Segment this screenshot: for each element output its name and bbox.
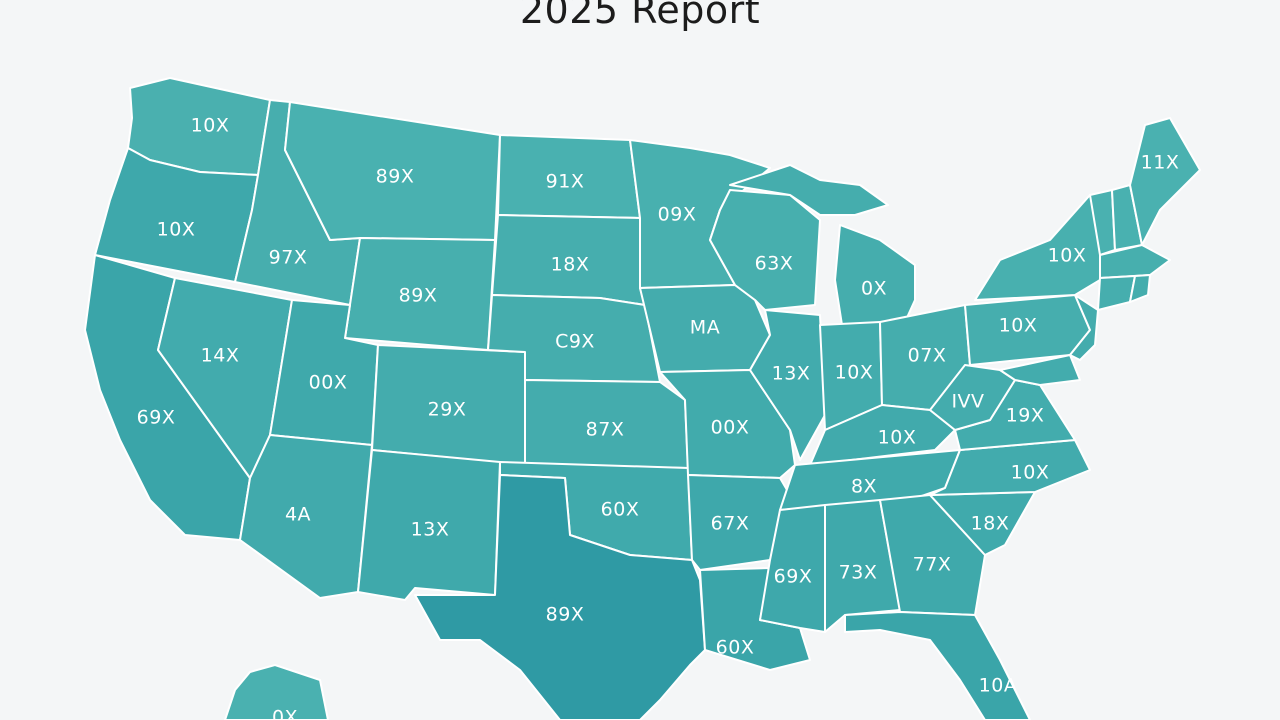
label-georgia: 77X	[913, 554, 952, 576]
label-idaho: 97X	[269, 247, 308, 269]
label-arkansas: 67X	[711, 513, 750, 535]
label-virginia: 19X	[1006, 405, 1045, 427]
label-utah: 00X	[309, 372, 348, 394]
label-north-carolina: 10X	[1011, 462, 1050, 484]
label-wyoming: 89X	[399, 285, 438, 307]
label-tennessee: 8X	[851, 476, 877, 498]
label-florida: 10A	[979, 675, 1018, 697]
label-missouri: 00X	[711, 417, 750, 439]
state-georgia[interactable]	[879, 494, 986, 616]
state-wisconsin[interactable]	[709, 189, 821, 311]
label-mississippi: 69X	[774, 566, 813, 588]
label-texas: 89X	[546, 604, 585, 626]
state-new-jersey[interactable]	[1069, 294, 1099, 361]
label-pennsylvania: 10X	[999, 315, 1038, 337]
label-oklahoma: 60X	[601, 499, 640, 521]
label-illinois: 13X	[772, 363, 811, 385]
state-michigan[interactable]	[834, 224, 916, 326]
label-kentucky: 10X	[878, 427, 917, 449]
label-alaska: 0X	[272, 707, 298, 720]
label-new-mexico: 13X	[411, 519, 450, 541]
label-south-dakota: 18X	[551, 254, 590, 276]
label-maine: 11X	[1141, 152, 1180, 174]
label-oregon: 10X	[157, 219, 196, 241]
label-california: 69X	[137, 407, 176, 429]
state-texas[interactable]	[414, 474, 706, 720]
state-rhode-island[interactable]	[1129, 274, 1151, 303]
label-north-dakota: 91X	[546, 171, 585, 193]
state-michigan-upper[interactable]	[729, 164, 889, 216]
label-ohio: 07X	[908, 345, 947, 367]
label-montana: 89X	[376, 166, 415, 188]
label-alabama: 73X	[839, 562, 878, 584]
state-connecticut[interactable]	[1097, 275, 1136, 311]
label-south-carolina: 18X	[971, 513, 1010, 535]
label-washington: 10X	[191, 115, 230, 137]
label-louisiana: 60X	[716, 637, 755, 659]
state-tennessee[interactable]	[779, 449, 961, 511]
label-kansas: 87X	[586, 419, 625, 441]
label-indiana: 10X	[835, 362, 874, 384]
state-delaware-maryland[interactable]	[999, 354, 1081, 386]
label-west-virginia: IVV	[951, 391, 984, 413]
label-nevada: 14X	[201, 345, 240, 367]
label-minnesota: 09X	[658, 204, 697, 226]
label-wisconsin: 63X	[755, 253, 794, 275]
label-michigan: 0X	[861, 278, 887, 300]
label-arizona: 4A	[285, 504, 311, 526]
map-title: 2025 Report	[519, 0, 761, 32]
state-alaska[interactable]	[224, 664, 329, 720]
state-massachusetts[interactable]	[1099, 244, 1171, 279]
label-new-york: 10X	[1048, 245, 1087, 267]
state-maine[interactable]	[1129, 117, 1201, 246]
label-nebraska: C9X	[555, 331, 595, 353]
state-florida[interactable]	[844, 611, 1031, 720]
label-iowa: MA	[690, 317, 720, 339]
label-colorado: 29X	[428, 399, 467, 421]
